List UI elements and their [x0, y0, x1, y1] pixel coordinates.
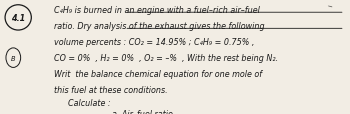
Text: CO = 0%  , H₂ = 0%  , O₂ = –%  , With the rest being N₂.: CO = 0% , H₂ = 0% , O₂ = –% , With the r…	[54, 54, 278, 63]
Text: Calculate :: Calculate :	[68, 98, 111, 107]
Text: ratio. Dry analysis of the exhaust gives the following: ratio. Dry analysis of the exhaust gives…	[54, 22, 265, 31]
Text: B: B	[11, 55, 15, 61]
Text: ~: ~	[326, 3, 333, 11]
Text: a. Air–fuel ratio: a. Air–fuel ratio	[112, 110, 173, 114]
Text: volume percents : CO₂ = 14.95% ; C₄H₉ = 0.75% ,: volume percents : CO₂ = 14.95% ; C₄H₉ = …	[54, 38, 255, 47]
Text: 4.1: 4.1	[11, 14, 25, 23]
Text: C₄H₉ is burned in an engine with a fuel–rich air–fuel: C₄H₉ is burned in an engine with a fuel–…	[54, 6, 260, 15]
Text: Writ  the balance chemical equation for one mole of: Writ the balance chemical equation for o…	[54, 70, 262, 79]
Text: this fuel at these conditions.: this fuel at these conditions.	[54, 86, 168, 95]
